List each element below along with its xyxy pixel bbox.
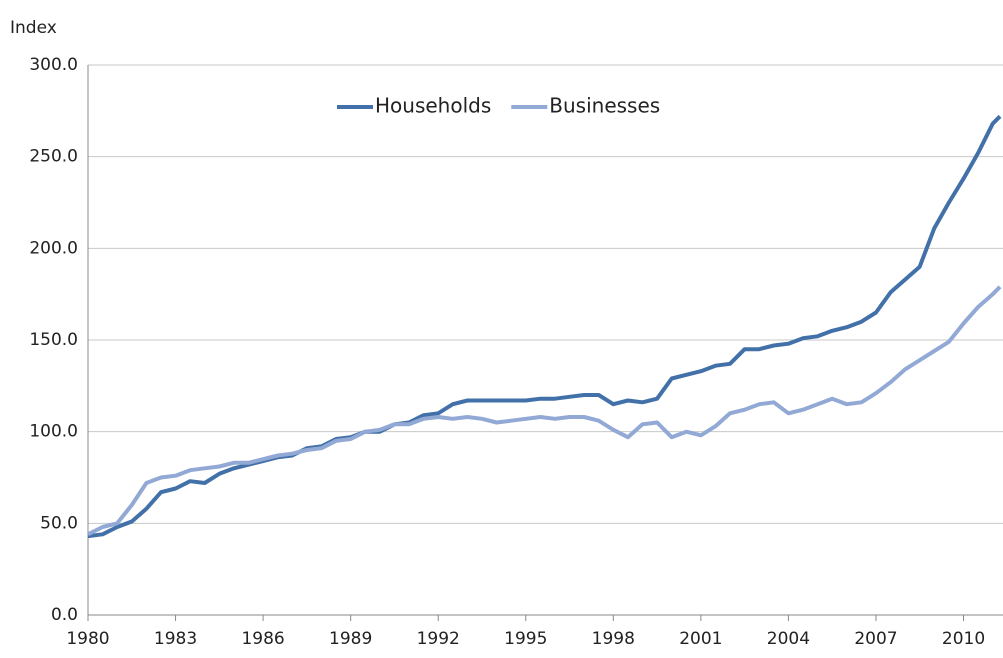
line-series bbox=[87, 114, 1002, 539]
x-tick-label: 2007 bbox=[854, 629, 897, 649]
legend-label: Businesses bbox=[549, 94, 660, 118]
y-tick-label: 150.0 bbox=[29, 330, 78, 350]
x-tick-label: 1983 bbox=[154, 629, 197, 649]
x-tick-label: 1995 bbox=[504, 629, 547, 649]
x-tick-label: 2010 bbox=[942, 629, 985, 649]
y-tick-label: 50.0 bbox=[40, 513, 78, 533]
y-tick-label: 100.0 bbox=[29, 422, 78, 442]
y-axis-label: Index bbox=[10, 18, 57, 38]
x-tick-label: 2004 bbox=[767, 629, 810, 649]
x-tick-label: 1998 bbox=[592, 629, 635, 649]
y-tick-label: 250.0 bbox=[29, 147, 78, 167]
y-tick-label: 0.0 bbox=[51, 605, 78, 625]
x-tick-label: 1980 bbox=[66, 629, 109, 649]
y-tick-label: 200.0 bbox=[29, 238, 78, 258]
line-series bbox=[87, 285, 1002, 537]
x-tick-label: 1989 bbox=[329, 629, 372, 649]
x-tick-label: 1992 bbox=[417, 629, 460, 649]
legend-label: Households bbox=[375, 94, 491, 118]
x-tick-label: 1986 bbox=[241, 629, 284, 649]
y-tick-label: 300.0 bbox=[29, 55, 78, 75]
x-tick-label: 2001 bbox=[679, 629, 722, 649]
